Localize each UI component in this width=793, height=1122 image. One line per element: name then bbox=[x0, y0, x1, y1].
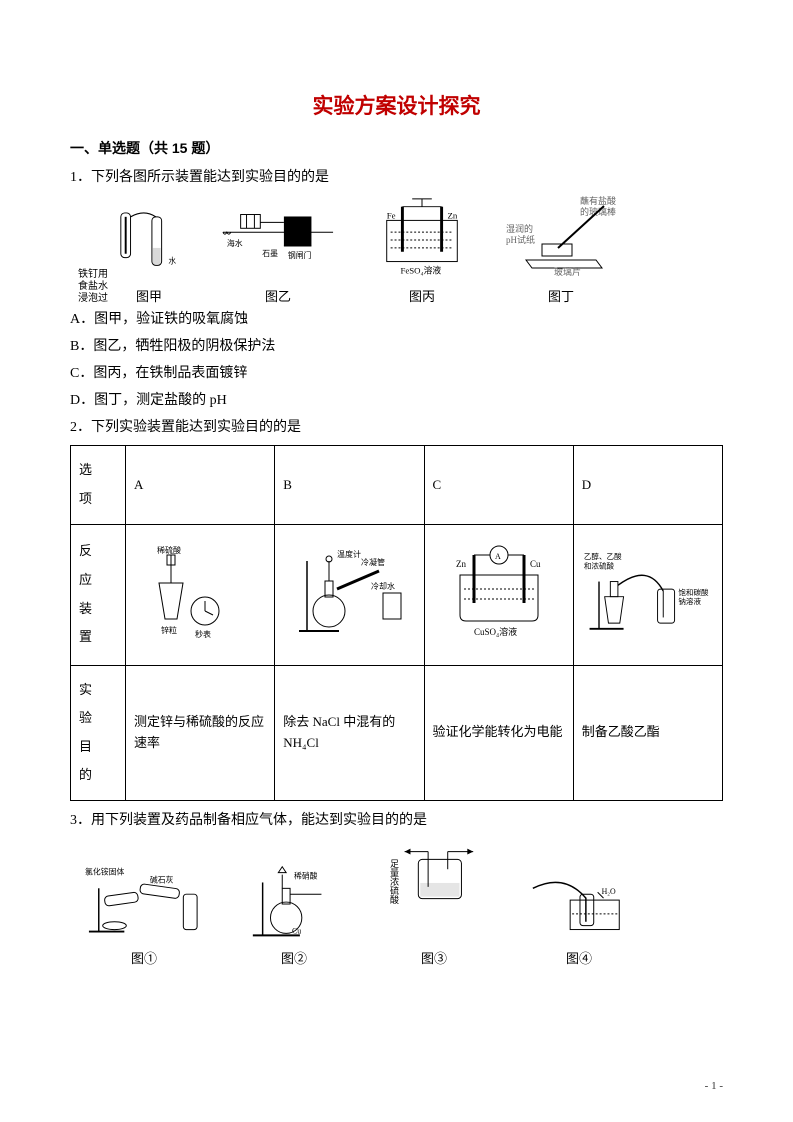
q2-row3-hdr: 实 验 目 的 bbox=[71, 665, 126, 800]
q1-stem: 1．下列各图所示装置能达到实验目的的是 bbox=[70, 166, 723, 190]
svg-text:稀硫酸: 稀硫酸 bbox=[157, 545, 181, 555]
q1-optD: D．图丁，测定盐酸的 pH bbox=[70, 388, 723, 413]
q3-stem: 3．用下列装置及药品制备相应气体，能达到实验目的的是 bbox=[70, 809, 723, 833]
q1-figC: Fe Zn FeSO₄溶液 图丙 bbox=[372, 196, 472, 305]
q3-figure-row: 氯化铵固体 碱石灰 图① bbox=[84, 839, 723, 967]
q2-C-purpose: 验证化学能转化为电能 bbox=[424, 665, 573, 800]
q3-fig4: H₂O 图④ bbox=[524, 864, 634, 967]
svg-text:A: A bbox=[495, 552, 501, 561]
svg-text:Zn: Zn bbox=[447, 210, 457, 220]
q3-fig3: 足量浓硫酸 图③ bbox=[384, 839, 484, 967]
q1-optA: A．图甲，验证铁的吸氧腐蚀 bbox=[70, 307, 723, 332]
q2-row2-hdr: 反 应 装 置 bbox=[71, 524, 126, 665]
svg-text:Zn: Zn bbox=[456, 559, 466, 569]
svg-text:秒表: 秒表 bbox=[195, 629, 211, 639]
q1-optC: C．图丙，在铁制品表面镀锌 bbox=[70, 361, 723, 386]
svg-text:锌粒: 锌粒 bbox=[161, 625, 177, 635]
svg-text:H₂O: H₂O bbox=[602, 887, 616, 896]
q3-fig2: 稀硝酸 Cu 图② bbox=[244, 864, 344, 967]
q2-B-purpose: 除去 NaCl 中混有的NH₄Cl bbox=[275, 665, 424, 800]
page-number: - 1 - bbox=[705, 1080, 723, 1092]
q2-stem: 2．下列实验装置能达到实验目的的是 bbox=[70, 416, 723, 440]
q2-row1-hdr: 选 项 bbox=[71, 446, 126, 524]
q1-figB-caption: 图乙 bbox=[265, 286, 291, 305]
svg-text:乙醇、乙酸: 乙醇、乙酸 bbox=[584, 551, 622, 561]
q1-figA: 水 图甲 bbox=[114, 206, 184, 305]
q1-optB: B．图乙，牺牲阳极的阴极保护法 bbox=[70, 334, 723, 359]
q3-fig3-caption: 图③ bbox=[421, 948, 447, 967]
q3-fig1: 氯化铵固体 碱石灰 图① bbox=[84, 864, 204, 967]
q2-colA-label: A bbox=[126, 446, 275, 524]
q2-A-purpose: 测定锌与稀硫酸的反应速率 bbox=[126, 665, 275, 800]
svg-text:碱石灰: 碱石灰 bbox=[150, 874, 174, 884]
q2-colD-label: D bbox=[573, 446, 722, 524]
svg-text:Cu: Cu bbox=[530, 559, 541, 569]
q2-colB-label: B bbox=[275, 446, 424, 524]
q2-D-purpose: 制备乙酸乙酯 bbox=[573, 665, 722, 800]
q3-fig4-caption: 图④ bbox=[566, 948, 592, 967]
q2-C-img: A Zn Cu CuSO₄溶液 bbox=[424, 524, 573, 665]
svg-text:饱和碳酸: 饱和碳酸 bbox=[678, 587, 709, 597]
svg-text:氯化铵固体: 氯化铵固体 bbox=[85, 866, 124, 876]
svg-text:稀硝酸: 稀硝酸 bbox=[294, 870, 318, 880]
svg-text:水: 水 bbox=[168, 255, 176, 265]
svg-text:钠溶液: 钠溶液 bbox=[678, 596, 701, 606]
q2-B-img: 温度计 冷凝管 冷却水 bbox=[275, 524, 424, 665]
svg-text:冷却水: 冷却水 bbox=[371, 581, 395, 591]
svg-text:FeSO₄溶液: FeSO₄溶液 bbox=[400, 264, 441, 275]
q1-figC-caption: 图丙 bbox=[409, 286, 435, 305]
q1-figA-caption: 图甲 bbox=[136, 286, 162, 305]
svg-text:冷凝管: 冷凝管 bbox=[361, 557, 385, 567]
q1-figure-row: 铁钉用 食盐水 浸泡过 水 图甲 bbox=[78, 196, 723, 305]
svg-text:石墨: 石墨 bbox=[262, 249, 278, 258]
svg-text:钢闸门: 钢闸门 bbox=[288, 250, 312, 260]
svg-text:海水: 海水 bbox=[227, 238, 243, 248]
section-heading: 一、单选题（共 15 题） bbox=[70, 138, 723, 158]
q1-figA-sidelabel: 铁钉用 食盐水 浸泡过 bbox=[78, 269, 112, 305]
svg-text:CuSO₄溶液: CuSO₄溶液 bbox=[474, 626, 517, 637]
svg-text:温度计: 温度计 bbox=[337, 549, 361, 559]
q2-D-img: 乙醇、乙酸 和浓硫酸 饱和碳酸 钠溶液 bbox=[573, 524, 722, 665]
q1-figD-caption: 图丁 bbox=[548, 286, 574, 305]
q2-colC-label: C bbox=[424, 446, 573, 524]
q1-figB: 海水 石墨 钢闸门 图乙 bbox=[218, 206, 338, 305]
q2-table: 选 项 A B C D 反 应 装 置 稀硫酸 锌粒 bbox=[70, 445, 723, 801]
q3-fig2-caption: 图② bbox=[281, 948, 307, 967]
svg-text:和浓硫酸: 和浓硫酸 bbox=[584, 560, 615, 570]
svg-text:Cu: Cu bbox=[292, 926, 301, 935]
page-title: 实验方案设计探究 bbox=[70, 90, 723, 120]
svg-text:Fe: Fe bbox=[387, 210, 396, 220]
q3-fig1-caption: 图① bbox=[131, 948, 157, 967]
q2-A-img: 稀硫酸 锌粒 秒表 bbox=[126, 524, 275, 665]
q1-figD: 蘸有盐酸 的玻璃棒 湿润的 pH试纸 玻璃片 图丁 bbox=[506, 196, 616, 305]
